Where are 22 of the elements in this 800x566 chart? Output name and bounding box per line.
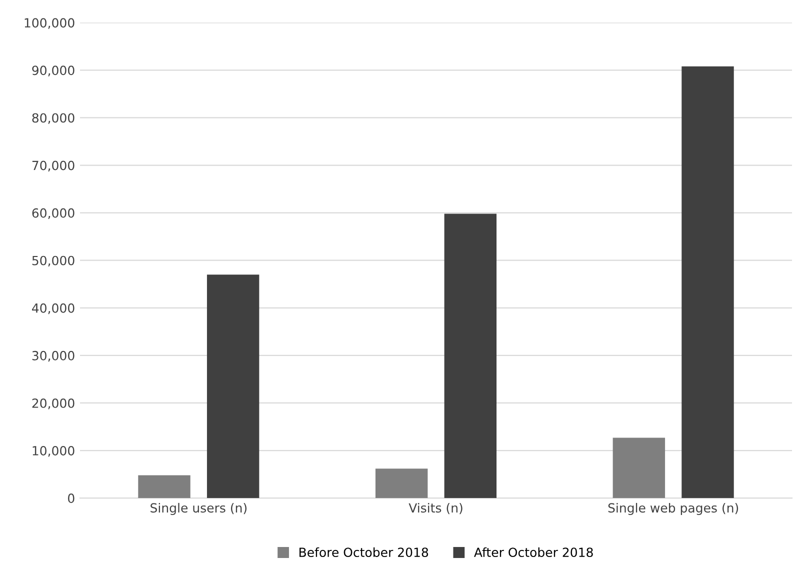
y-tick-label: 0 [68, 494, 74, 504]
y-tick-label: 20,000 [32, 398, 74, 410]
bar [682, 66, 734, 498]
bar [444, 214, 497, 498]
y-tick-label: 10,000 [32, 446, 74, 457]
x-tick-label: Single users (n) [150, 502, 247, 516]
y-tick-label: 40,000 [32, 303, 74, 314]
y-tick-label: 50,000 [32, 256, 74, 267]
y-tick-label: 60,000 [32, 208, 74, 220]
bar [138, 475, 190, 498]
y-tick-label: 90,000 [32, 66, 74, 76]
legend-label: After October 2018 [474, 547, 593, 558]
y-tick-label: 30,000 [32, 350, 74, 362]
x-tick-label: Visits (n) [408, 502, 462, 514]
bar [375, 468, 428, 498]
bar [612, 438, 666, 498]
y-tick-label: 80,000 [32, 113, 74, 124]
y-tick-label: 70,000 [32, 160, 74, 172]
legend-label: Before October 2018 [300, 547, 428, 558]
bar [206, 274, 260, 498]
y-tick-label: 100,000 [24, 18, 74, 29]
x-tick-label: Single web pages (n) [608, 502, 738, 516]
